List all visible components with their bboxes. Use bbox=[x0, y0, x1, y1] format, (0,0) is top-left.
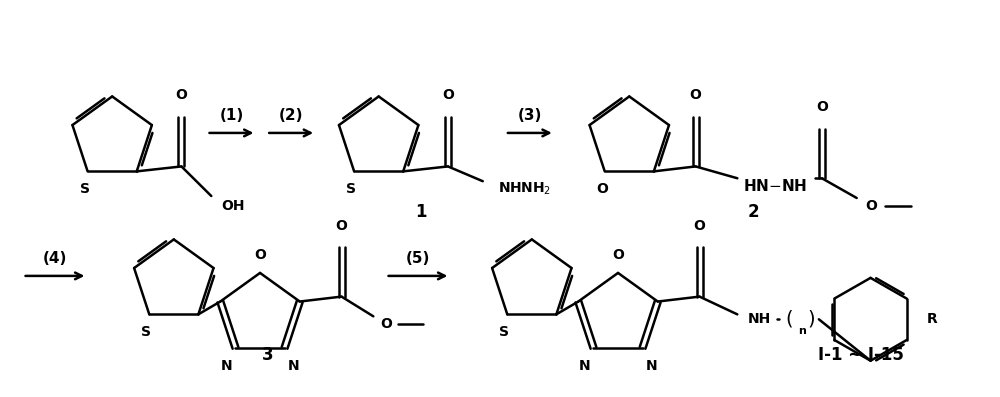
Text: (4): (4) bbox=[43, 251, 67, 266]
Text: S: S bbox=[346, 182, 356, 196]
Text: O: O bbox=[176, 89, 187, 102]
Text: N: N bbox=[646, 358, 657, 373]
Text: O: O bbox=[866, 199, 878, 213]
Text: N: N bbox=[221, 358, 232, 373]
Text: R: R bbox=[927, 312, 938, 326]
Text: N: N bbox=[579, 358, 590, 373]
Text: O: O bbox=[336, 219, 347, 233]
Text: 3: 3 bbox=[262, 346, 274, 364]
Text: (1): (1) bbox=[219, 108, 244, 123]
Text: HN$-$NH: HN$-$NH bbox=[743, 178, 807, 194]
Text: O: O bbox=[442, 89, 454, 102]
Text: O: O bbox=[694, 219, 705, 233]
Text: (2): (2) bbox=[279, 108, 303, 123]
Text: NHNH$_2$: NHNH$_2$ bbox=[498, 181, 551, 197]
Text: O: O bbox=[612, 248, 624, 262]
Text: O: O bbox=[596, 182, 608, 196]
Text: I-1 ~ I-15: I-1 ~ I-15 bbox=[818, 346, 904, 364]
Text: 1: 1 bbox=[415, 203, 426, 221]
Text: O: O bbox=[380, 317, 392, 331]
Text: O: O bbox=[816, 100, 828, 114]
Text: S: S bbox=[80, 182, 90, 196]
Text: N: N bbox=[288, 358, 299, 373]
Text: (3): (3) bbox=[518, 108, 542, 123]
Text: (5): (5) bbox=[406, 251, 430, 266]
Text: n: n bbox=[798, 326, 806, 336]
Text: 2: 2 bbox=[748, 203, 759, 221]
Text: OH: OH bbox=[221, 199, 245, 213]
Text: (: ( bbox=[785, 310, 793, 329]
Text: NH: NH bbox=[748, 312, 771, 326]
Text: ): ) bbox=[807, 310, 815, 329]
Text: O: O bbox=[254, 248, 266, 262]
Text: S: S bbox=[499, 325, 509, 339]
Text: O: O bbox=[690, 89, 702, 102]
Text: S: S bbox=[141, 325, 151, 339]
